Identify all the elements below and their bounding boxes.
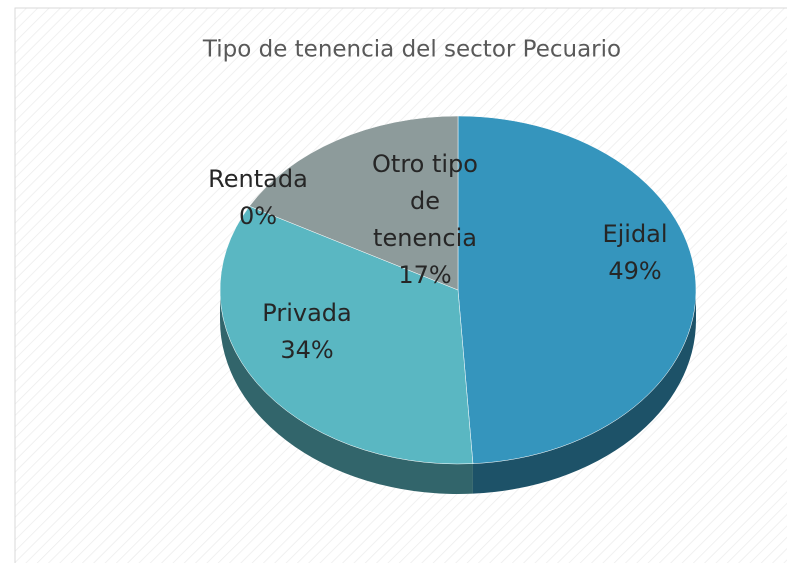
value-label: 49% <box>608 257 661 285</box>
pie-side <box>472 290 696 494</box>
category-label: Rentada <box>208 165 308 193</box>
value-label: 34% <box>280 336 333 364</box>
pie-slice <box>249 115 459 291</box>
category-label: Privada <box>262 299 351 327</box>
pie-side <box>220 290 473 494</box>
pie-tops <box>219 115 697 465</box>
pie-slice <box>457 115 697 464</box>
value-label: 0% <box>239 202 277 230</box>
category-label: Ejidal <box>602 220 667 248</box>
data-labels: Ejidal 49% Privada 34% Rentada 0% Otro tipo de t… <box>208 150 667 364</box>
chart-title: Tipo de tenencia del sector Pecuario <box>202 37 621 63</box>
value-label: 17% <box>398 261 451 289</box>
category-label: Otro tipo de tenencia <box>372 150 478 252</box>
pie-sides <box>220 290 696 494</box>
